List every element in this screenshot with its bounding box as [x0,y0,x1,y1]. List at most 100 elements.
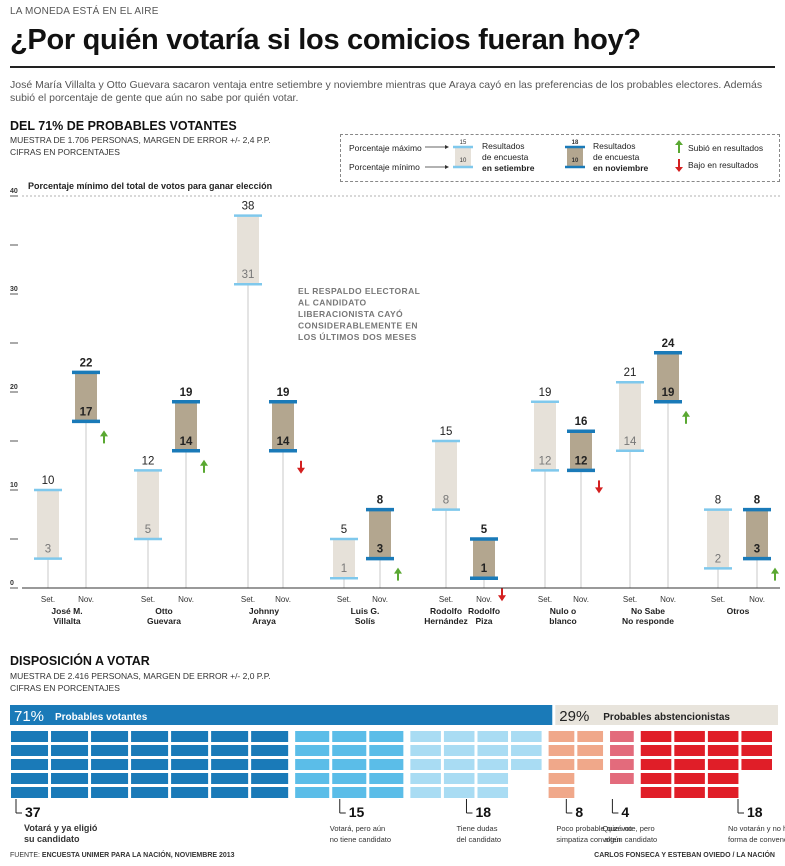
annotation-line: EL RESPALDO ELECTORAL [298,286,420,296]
waffle-cell [443,745,475,756]
waffle-cell [51,773,89,784]
candidate-name: José M. [51,606,82,616]
x-sublabel-nov: Nov. [660,595,676,604]
nov-max-label: 24 [662,338,675,350]
waffle-cell [511,759,542,770]
nov-max-label: 22 [80,357,93,369]
nov-range-bar [175,401,197,451]
waffle-cell [410,745,441,756]
source-text: ENCUESTA UNIMER PARA LA NACIÓN, NOVIEMBR… [41,852,235,859]
segment-value: 37 [25,804,41,820]
nov-min-label: 3 [754,544,760,556]
candidate-name: No Sabe [631,606,665,616]
y-tick-label: 40 [10,188,18,195]
nov-max-label: 5 [481,524,488,536]
x-sublabel-sep: Set. [439,595,453,604]
sep-range-bar [534,401,556,471]
candidate-name: Villalta [53,616,81,626]
x-sublabel-nov: Nov. [78,595,94,604]
annotation-line: LOS ÚLTIMOS DOS MESES [298,331,417,342]
waffle-cell [51,731,89,742]
legend-nov-sample: 18 10 [565,140,585,169]
waffle-cell [548,787,575,798]
nov-range-bar [75,372,97,422]
legend-down-label: Bajo en resultados [688,160,759,170]
sep-max-label: 8 [715,495,721,507]
sep-min-label: 14 [624,436,637,448]
waffle-cell [332,787,367,798]
waffle-cell [51,759,89,770]
waffle-cell [674,731,705,742]
waffle-cell [332,773,367,784]
legend-nov-max-value: 18 [572,140,579,146]
x-sublabel-sep: Set. [337,595,351,604]
source-prefix: FUENTE: [10,852,40,859]
segment-label: Tiene dudas [456,824,497,833]
section1-sample: MUESTRA DE 1.706 PERSONAS, MARGEN DE ERR… [10,135,271,145]
candidate-name: Guevara [147,616,181,626]
sep-max-label: 19 [539,387,552,399]
waffle-cell [171,759,209,770]
waffle-cell [332,731,367,742]
x-sublabel-nov: Nov. [573,595,589,604]
waffle-cell [511,745,542,756]
nov-range-bar [746,509,768,559]
sep-min-label: 8 [443,495,449,507]
waffle-cell [443,731,475,742]
legend-up-label: Subió en resultados [688,143,764,153]
threshold-label: Porcentaje mínimo del total de votos par… [28,181,272,191]
annotation-line: LIBERACIONISTA CAYÓ [298,308,403,319]
candidate-name: No responde [622,616,674,626]
waffle-cell [211,759,249,770]
waffle-cell [548,773,575,784]
sep-min-label: 5 [145,524,151,536]
waffle-cell [91,773,129,784]
waffle-cell [131,773,169,784]
waffle-cell [91,759,129,770]
sep-range-bar [619,382,641,451]
waffle-cell [610,745,634,756]
y-tick-label: 20 [10,384,18,391]
segment-label: Votará, pero aún [330,824,385,833]
waffle-cell [410,773,441,784]
x-sublabel-sep: Set. [623,595,637,604]
sep-range-bar [37,490,59,559]
waffle-cell [11,745,49,756]
waffle-cell [91,745,129,756]
section1-title: DEL 71% DE PROBABLES VOTANTES [10,119,237,133]
legend-nov-min-value: 10 [572,158,579,164]
waffle-cell [707,731,739,742]
waffle-cell [443,759,475,770]
waffle-cell [640,759,672,770]
waffle-cell [295,759,330,770]
section1-units: CIFRAS EN PORCENTAJES [10,147,120,157]
waffle-cell [741,731,772,742]
x-sublabel-nov: Nov. [275,595,291,604]
segment-label: No votarán y no hay [728,824,785,833]
waffle-cell [171,731,209,742]
waffle-cell [548,731,575,742]
sep-max-label: 15 [440,426,453,438]
waffle-cell [410,731,441,742]
credit: CARLOS FONSECA Y ESTEBAN OVIEDO / LA NAC… [594,852,775,859]
waffle-cell [443,787,475,798]
waffle-cell [707,773,739,784]
waffle-cell [131,745,169,756]
segment-label: Votará y ya eligió [24,823,98,833]
waffle-cell [674,745,705,756]
legend-sep-label-1: Resultados [482,141,525,151]
segment-value: 15 [349,804,365,820]
sep-max-label: 21 [624,367,637,379]
waffle-cell [211,787,249,798]
waffle-cell [511,731,542,742]
source-note: FUENTE: ENCUESTA UNIMER PARA LA NACIÓN, … [10,852,235,859]
sep-max-label: 12 [142,455,155,467]
sep-min-label: 3 [45,544,51,556]
nov-max-label: 19 [277,387,290,399]
waffle-cell [741,759,772,770]
waffle-cell [131,759,169,770]
candidate-name: Johnny [249,606,279,616]
sep-min-label: 2 [715,553,721,565]
nov-max-label: 8 [754,495,761,507]
waffle-cell [251,745,289,756]
